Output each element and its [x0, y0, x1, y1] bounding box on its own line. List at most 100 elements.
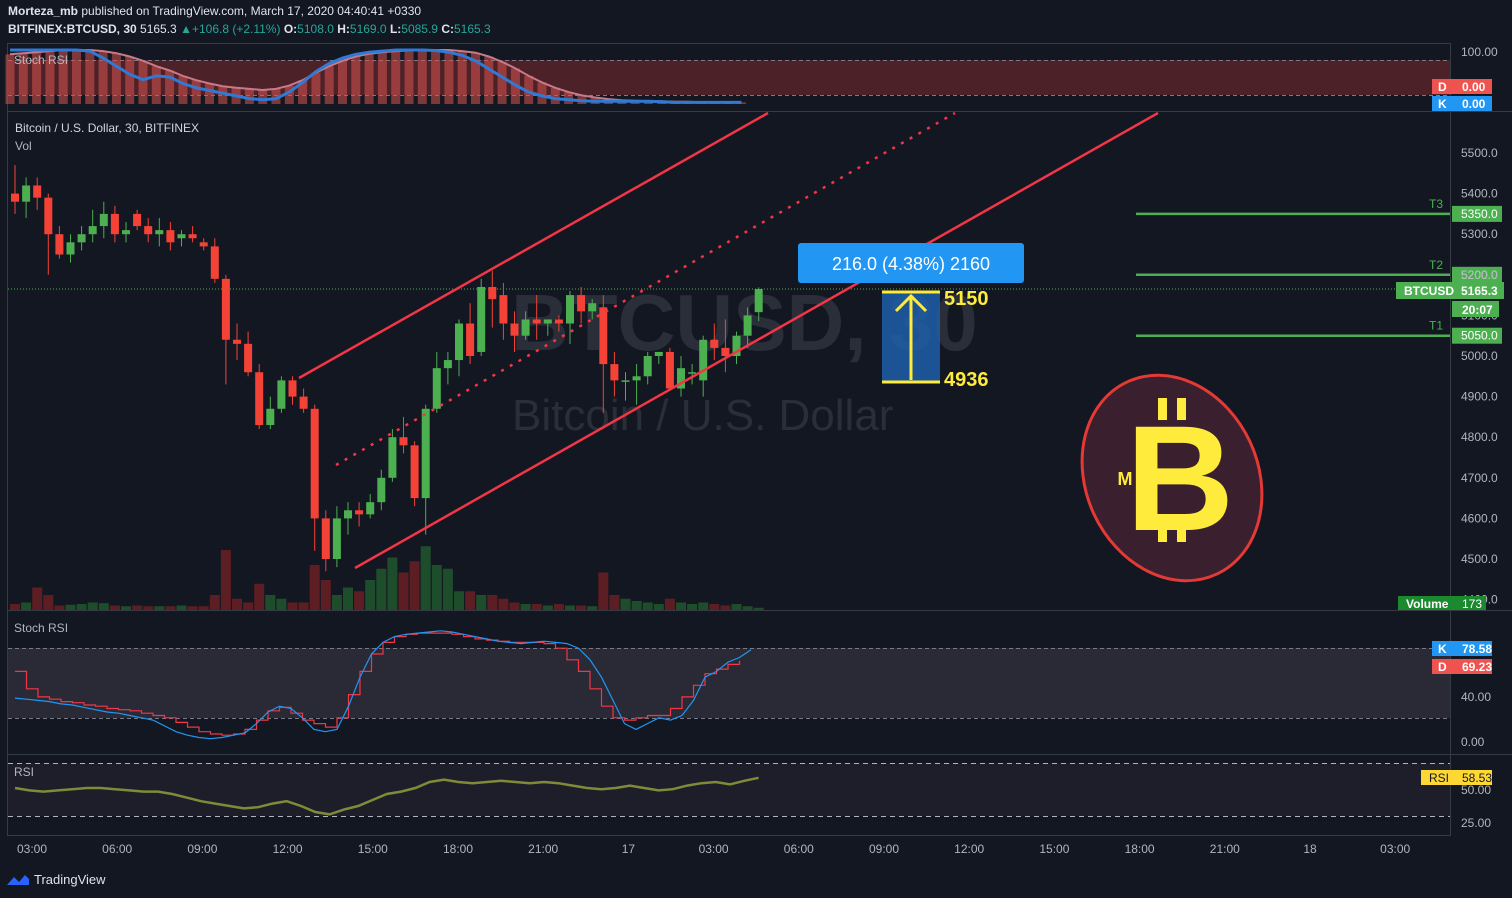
- stoch-pane[interactable]: Stoch RSI: [8, 621, 1450, 740]
- volume-bar: [698, 602, 709, 610]
- candle-body: [688, 372, 697, 374]
- time-tick: 09:00: [187, 842, 217, 856]
- time-axis[interactable]: 03:00 06:00 09:00 12:00 15:00 18:00 21:00 17 03:…: [17, 842, 1411, 856]
- level-high-label: 5150: [944, 288, 989, 310]
- volume-bars: [10, 546, 764, 610]
- volume-bar: [676, 602, 686, 610]
- target-label: T1: [1429, 319, 1443, 333]
- candle-body: [199, 242, 208, 247]
- volume-bar: [420, 546, 431, 610]
- volume-bar: [576, 605, 587, 610]
- rsi-title: RSI: [14, 765, 34, 779]
- volume-bar: [409, 561, 420, 610]
- ascending-channel[interactable]: [298, 111, 1159, 570]
- volume-bar: [121, 606, 131, 610]
- top-stoch-bar: [298, 80, 308, 104]
- time-tick: 15:00: [358, 842, 388, 856]
- candle-body: [455, 323, 463, 361]
- stoch-axis-tick-0: 0.00: [1461, 735, 1485, 749]
- volume-bar: [143, 606, 154, 610]
- volume-bar: [243, 602, 254, 610]
- price-tick: 4500.0: [1461, 552, 1498, 566]
- candle-body: [321, 518, 330, 559]
- top-stoch-pane[interactable]: Stoch RSI: [5, 48, 1451, 104]
- time-tick: 18: [1303, 842, 1317, 856]
- volume-bar: [209, 595, 220, 610]
- time-tick: 12:00: [273, 842, 303, 856]
- main-pane[interactable]: BTCUSD, 30 Bitcoin / U.S. Dollar T35350.…: [8, 111, 1502, 610]
- volume-bar: [653, 604, 664, 610]
- volume-bar: [154, 606, 165, 610]
- channel-lower-line[interactable]: [354, 111, 1159, 570]
- tradingview-logo[interactable]: TradingView: [6, 872, 106, 887]
- top-stoch-bar: [271, 88, 281, 104]
- candle-body: [33, 185, 42, 198]
- top-stoch-k-badge: [1432, 96, 1492, 111]
- volume-bar: [542, 605, 553, 610]
- top-stoch-bar: [205, 83, 214, 104]
- symbol-name[interactable]: BITFINEX:BTCUSD, 30: [8, 22, 137, 36]
- target-price-badge: [1452, 266, 1502, 283]
- rsi-axis-tick-25: 25.00: [1461, 816, 1491, 830]
- candle-body: [133, 213, 142, 227]
- channel-upper-line[interactable]: [298, 111, 769, 380]
- candle-body: [521, 319, 530, 336]
- target-price-value: 5200.0: [1461, 268, 1498, 282]
- top-stoch-d-badge: [1432, 79, 1492, 94]
- volume-bar: [220, 550, 231, 610]
- rsi-pane[interactable]: RSI: [8, 763, 1450, 817]
- volume-bar: [43, 595, 54, 610]
- stoch-axis-tick-40: 40.00: [1461, 690, 1491, 704]
- candle-body: [22, 185, 31, 202]
- top-stoch-bar: [338, 60, 347, 104]
- top-stoch-d-label: D: [1438, 80, 1447, 94]
- author-name[interactable]: Morteza_mb: [8, 4, 79, 18]
- top-stoch-bar: [431, 50, 441, 104]
- tradingview-brand: TradingView: [34, 872, 106, 887]
- tradingview-logo-icon: [7, 874, 29, 885]
- top-stoch-k-value: 0.00: [1462, 97, 1486, 111]
- top-stoch-bar: [98, 51, 108, 104]
- candle-body: [188, 234, 197, 239]
- top-stoch-bar: [18, 53, 28, 104]
- top-stoch-axis-top: 100.00: [1461, 45, 1498, 59]
- countdown-value: 20:07: [1462, 303, 1493, 317]
- volume-bar: [10, 604, 20, 610]
- time-tick: 15:00: [1039, 842, 1069, 856]
- volume-bar: [520, 604, 531, 610]
- volume-bar: [65, 604, 76, 610]
- rsi-band: [8, 763, 1450, 816]
- candle-body: [233, 339, 241, 344]
- volume-bar: [354, 591, 365, 610]
- candle-body: [166, 230, 175, 243]
- candle-body: [577, 295, 586, 312]
- time-tick: 03:00: [1380, 842, 1410, 856]
- candle-body: [554, 319, 563, 324]
- volume-bar: [720, 605, 731, 610]
- top-stoch-bar: [178, 75, 188, 104]
- candle-body: [665, 351, 674, 389]
- volume-bar: [565, 605, 575, 610]
- candle-body: [366, 502, 375, 515]
- candle-body: [743, 315, 752, 336]
- volume-bar: [76, 604, 87, 610]
- price-tick: 5300.0: [1461, 227, 1498, 241]
- volume-badge-value: 173: [1462, 597, 1482, 611]
- candle-body: [44, 197, 53, 235]
- volume-badge-label: Volume: [1406, 597, 1449, 611]
- candle-body: [510, 323, 519, 336]
- price-badge-label: BTCUSD: [1404, 284, 1454, 298]
- volume-bar: [254, 583, 265, 610]
- candle-body: [155, 230, 164, 235]
- volume-bar: [32, 587, 43, 610]
- rsi-axis-tick-50: 50.00: [1461, 783, 1491, 797]
- time-tick: 09:00: [869, 842, 899, 856]
- top-stoch-bar: [497, 61, 507, 104]
- stoch-d-badge: [1432, 659, 1492, 674]
- volume-bar: [376, 568, 387, 610]
- logo-letter: M: [1118, 469, 1133, 489]
- publish-info: Morteza_mb published on TradingView.com,…: [8, 4, 421, 18]
- price-range-measure[interactable]: 216.0 (4.38%) 2160 5150 4936: [798, 243, 1024, 391]
- top-stoch-bar: [45, 51, 55, 104]
